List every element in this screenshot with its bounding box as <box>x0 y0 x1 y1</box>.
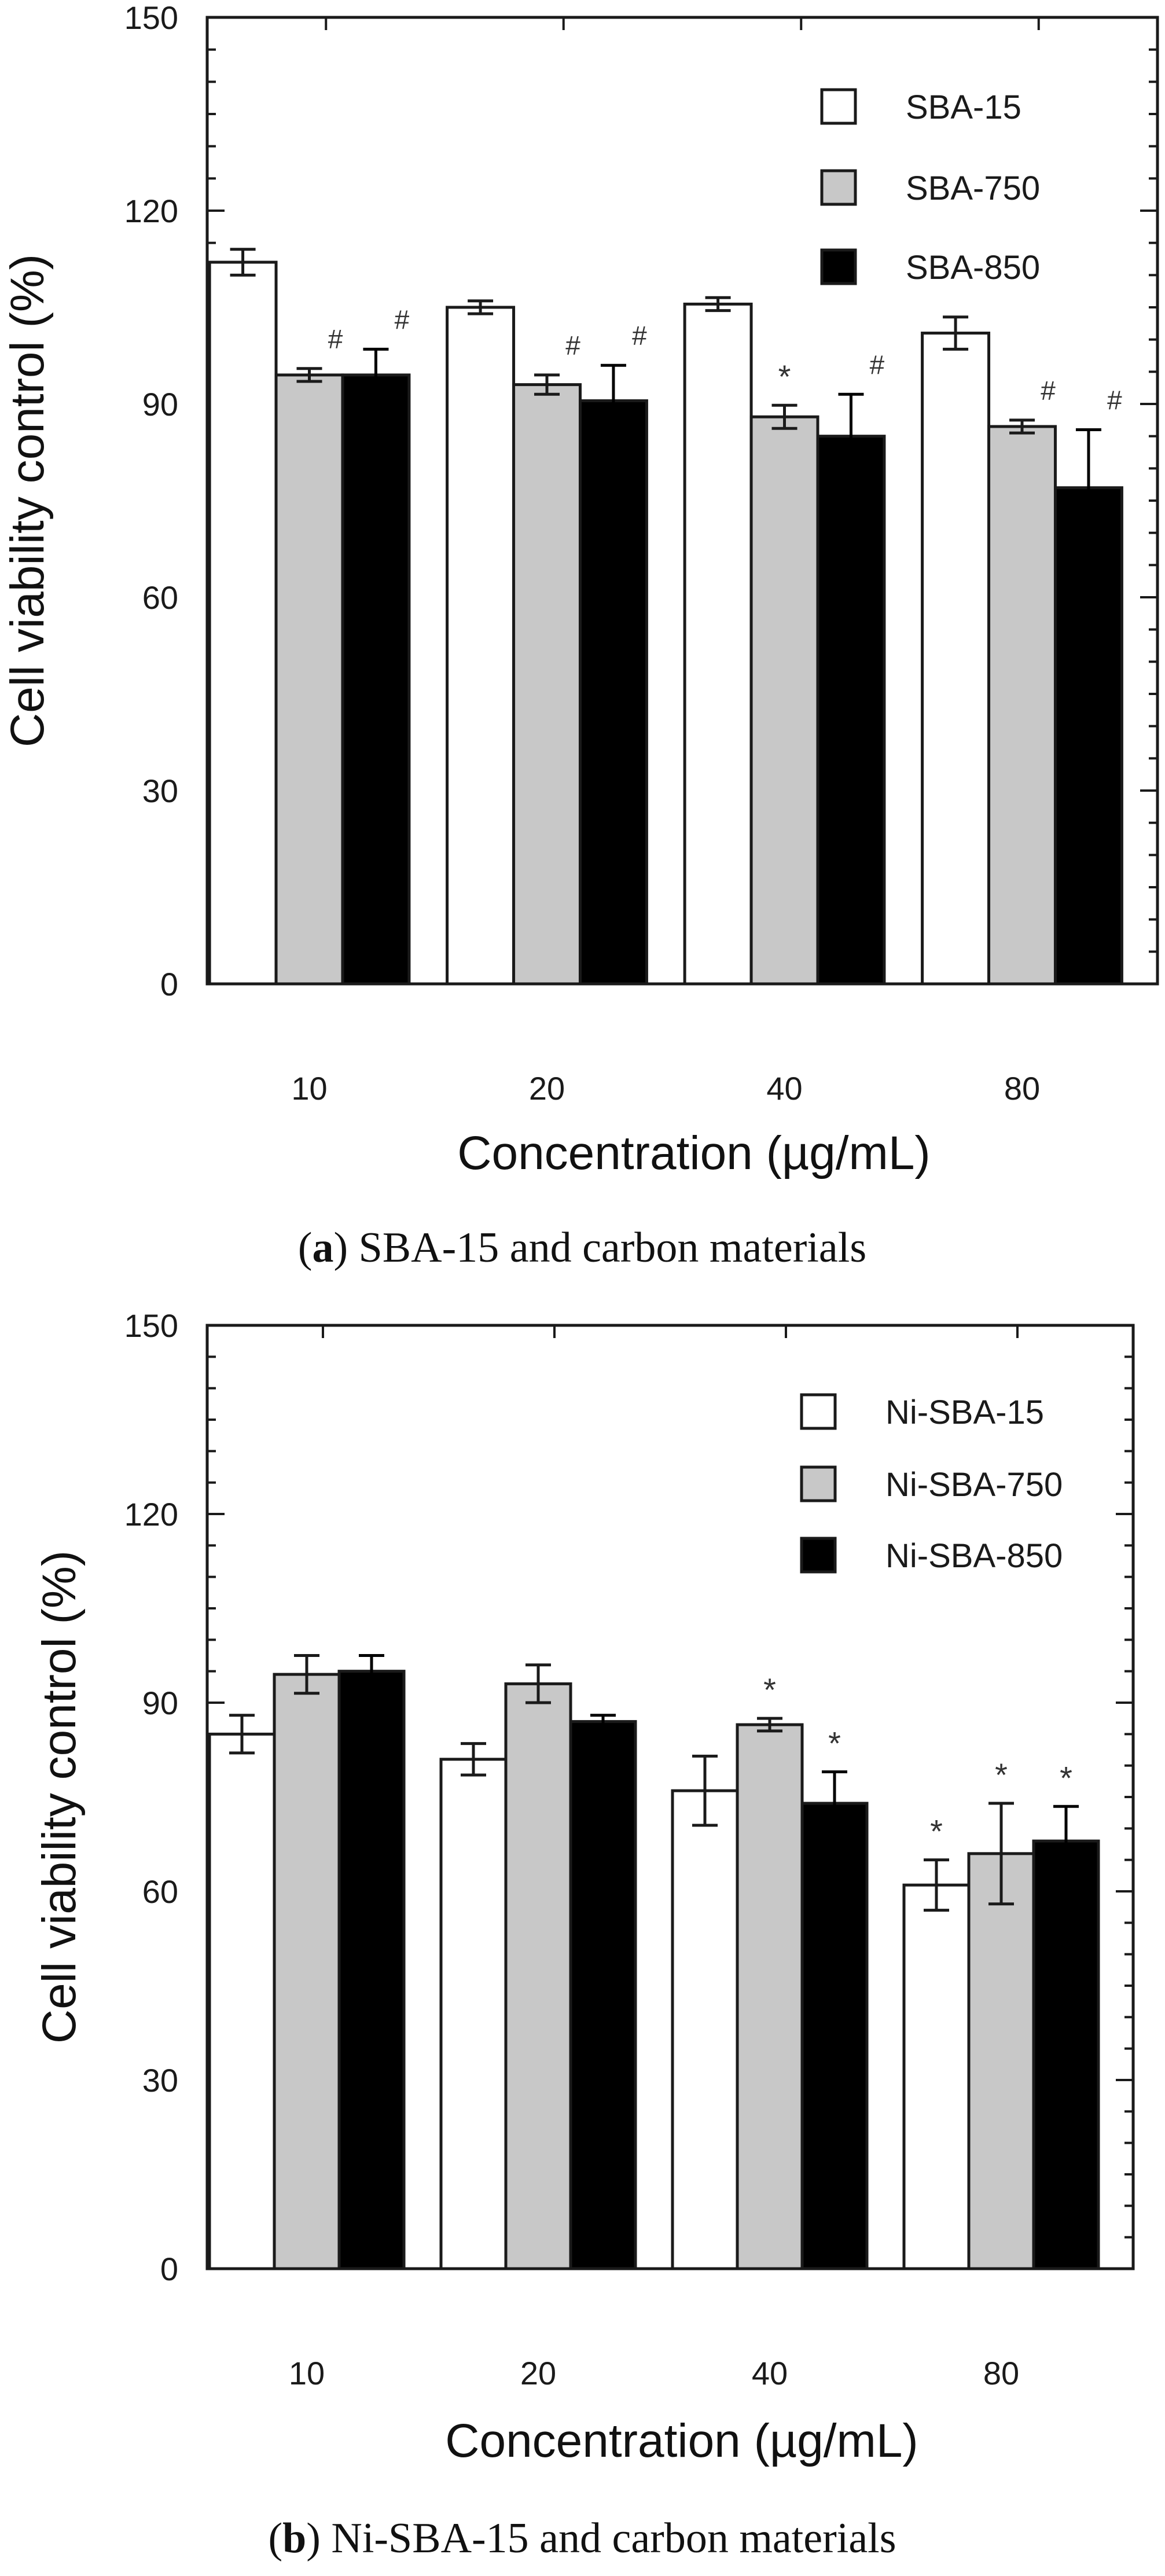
significance-marker: # <box>328 324 343 354</box>
y-tick-label: 90 <box>142 386 178 422</box>
caption-text: ) Ni-SBA-15 and carbon materials <box>306 2515 896 2562</box>
y-tick-label: 30 <box>142 2062 178 2099</box>
bar <box>208 260 278 986</box>
bar <box>902 1883 971 2270</box>
caption-letter: b <box>282 2515 306 2562</box>
caption-paren: ( <box>268 2515 282 2562</box>
x-axis-title: Concentration (µg/mL) <box>457 1127 930 1179</box>
bar <box>1053 486 1123 986</box>
significance-marker: * <box>995 1756 1008 1793</box>
y-tick-label: 60 <box>142 1873 178 1910</box>
x-tick-label: 80 <box>983 2355 1019 2391</box>
bar <box>439 1758 508 2270</box>
y-tick-label: 0 <box>160 2251 178 2287</box>
y-axis-title: Cell viability control (%) <box>33 1550 86 2044</box>
significance-marker: # <box>1041 376 1056 406</box>
bar <box>1032 1839 1100 2270</box>
bar <box>816 435 886 986</box>
legend-swatch <box>820 169 857 206</box>
x-tick-label: 40 <box>766 1070 802 1107</box>
y-tick-label: 90 <box>142 1685 178 1721</box>
x-tick-label: 10 <box>289 2355 325 2391</box>
bar <box>921 332 991 986</box>
bar <box>967 1852 1035 2270</box>
bar <box>273 1673 341 2270</box>
legend-label: SBA-850 <box>906 249 1040 286</box>
bar <box>749 415 819 986</box>
bar <box>446 306 516 986</box>
x-tick-label: 40 <box>752 2355 788 2391</box>
legend-label: Ni-SBA-850 <box>885 1537 1063 1575</box>
legend-swatch <box>800 1537 837 1574</box>
chart-panel-b: 0 30 60 90 120 150 10 20 40 80 * * * * * Ni-SBA-15 Ni-SB… <box>33 1307 1135 2562</box>
significance-marker: * <box>763 1671 776 1708</box>
figure-caption: (b) Ni-SBA-15 and carbon materials <box>268 2515 896 2562</box>
significance-marker: * <box>778 358 791 395</box>
bar <box>578 399 648 986</box>
y-tick-label: 120 <box>124 193 178 229</box>
bar <box>671 1789 739 2270</box>
legend-label: SBA-750 <box>906 170 1040 207</box>
significance-marker: # <box>870 350 885 380</box>
y-tick-label: 120 <box>124 1496 178 1533</box>
x-tick-label: 20 <box>529 1070 565 1107</box>
bar <box>987 425 1057 986</box>
y-axis-title: Cell viability control (%) <box>1 254 54 747</box>
significance-marker: # <box>632 321 647 351</box>
bar <box>274 373 344 986</box>
y-tick-label: 60 <box>142 579 178 616</box>
significance-marker: * <box>1060 1759 1072 1796</box>
bar <box>341 373 411 986</box>
legend-label: Ni-SBA-750 <box>885 1466 1063 1504</box>
bar <box>337 1670 406 2270</box>
legend-swatch <box>820 248 857 285</box>
significance-marker: * <box>828 1725 841 1762</box>
x-tick-label: 80 <box>1004 1070 1040 1107</box>
significance-marker: # <box>395 304 410 335</box>
legend-label: SBA-15 <box>906 89 1021 126</box>
legend-swatch <box>800 1465 837 1502</box>
y-tick-label: 30 <box>142 773 178 809</box>
significance-marker: # <box>1107 385 1122 416</box>
x-axis-title: Concentration (µg/mL) <box>445 2415 918 2467</box>
bar <box>800 1802 869 2270</box>
x-tick-label: 20 <box>520 2355 556 2391</box>
significance-marker: * <box>930 1813 943 1850</box>
bar <box>208 1732 276 2270</box>
legend-swatch <box>820 88 857 125</box>
significance-marker: # <box>565 330 580 361</box>
caption-letter: a <box>313 1224 334 1272</box>
bar <box>569 1720 637 2270</box>
bar <box>683 302 753 986</box>
y-tick-label: 150 <box>124 0 178 36</box>
caption-text: ) SBA-15 and carbon materials <box>334 1224 867 1272</box>
figure-caption: (a) SBA-15 and carbon materials <box>298 1224 866 1272</box>
bar <box>512 383 582 986</box>
chart-panel-a: 0 30 60 90 120 150 10 20 40 80 # # * # # # # # SBA-15 SBA-7… <box>1 0 1159 1272</box>
bar <box>504 1682 572 2270</box>
bar <box>736 1723 804 2270</box>
y-tick-label: 150 <box>124 1307 178 1344</box>
x-tick-label: 10 <box>291 1070 327 1107</box>
y-tick-label: 0 <box>160 966 178 1002</box>
legend-label: Ni-SBA-15 <box>885 1394 1044 1431</box>
caption-paren: ( <box>298 1224 313 1272</box>
legend-swatch <box>800 1393 837 1430</box>
